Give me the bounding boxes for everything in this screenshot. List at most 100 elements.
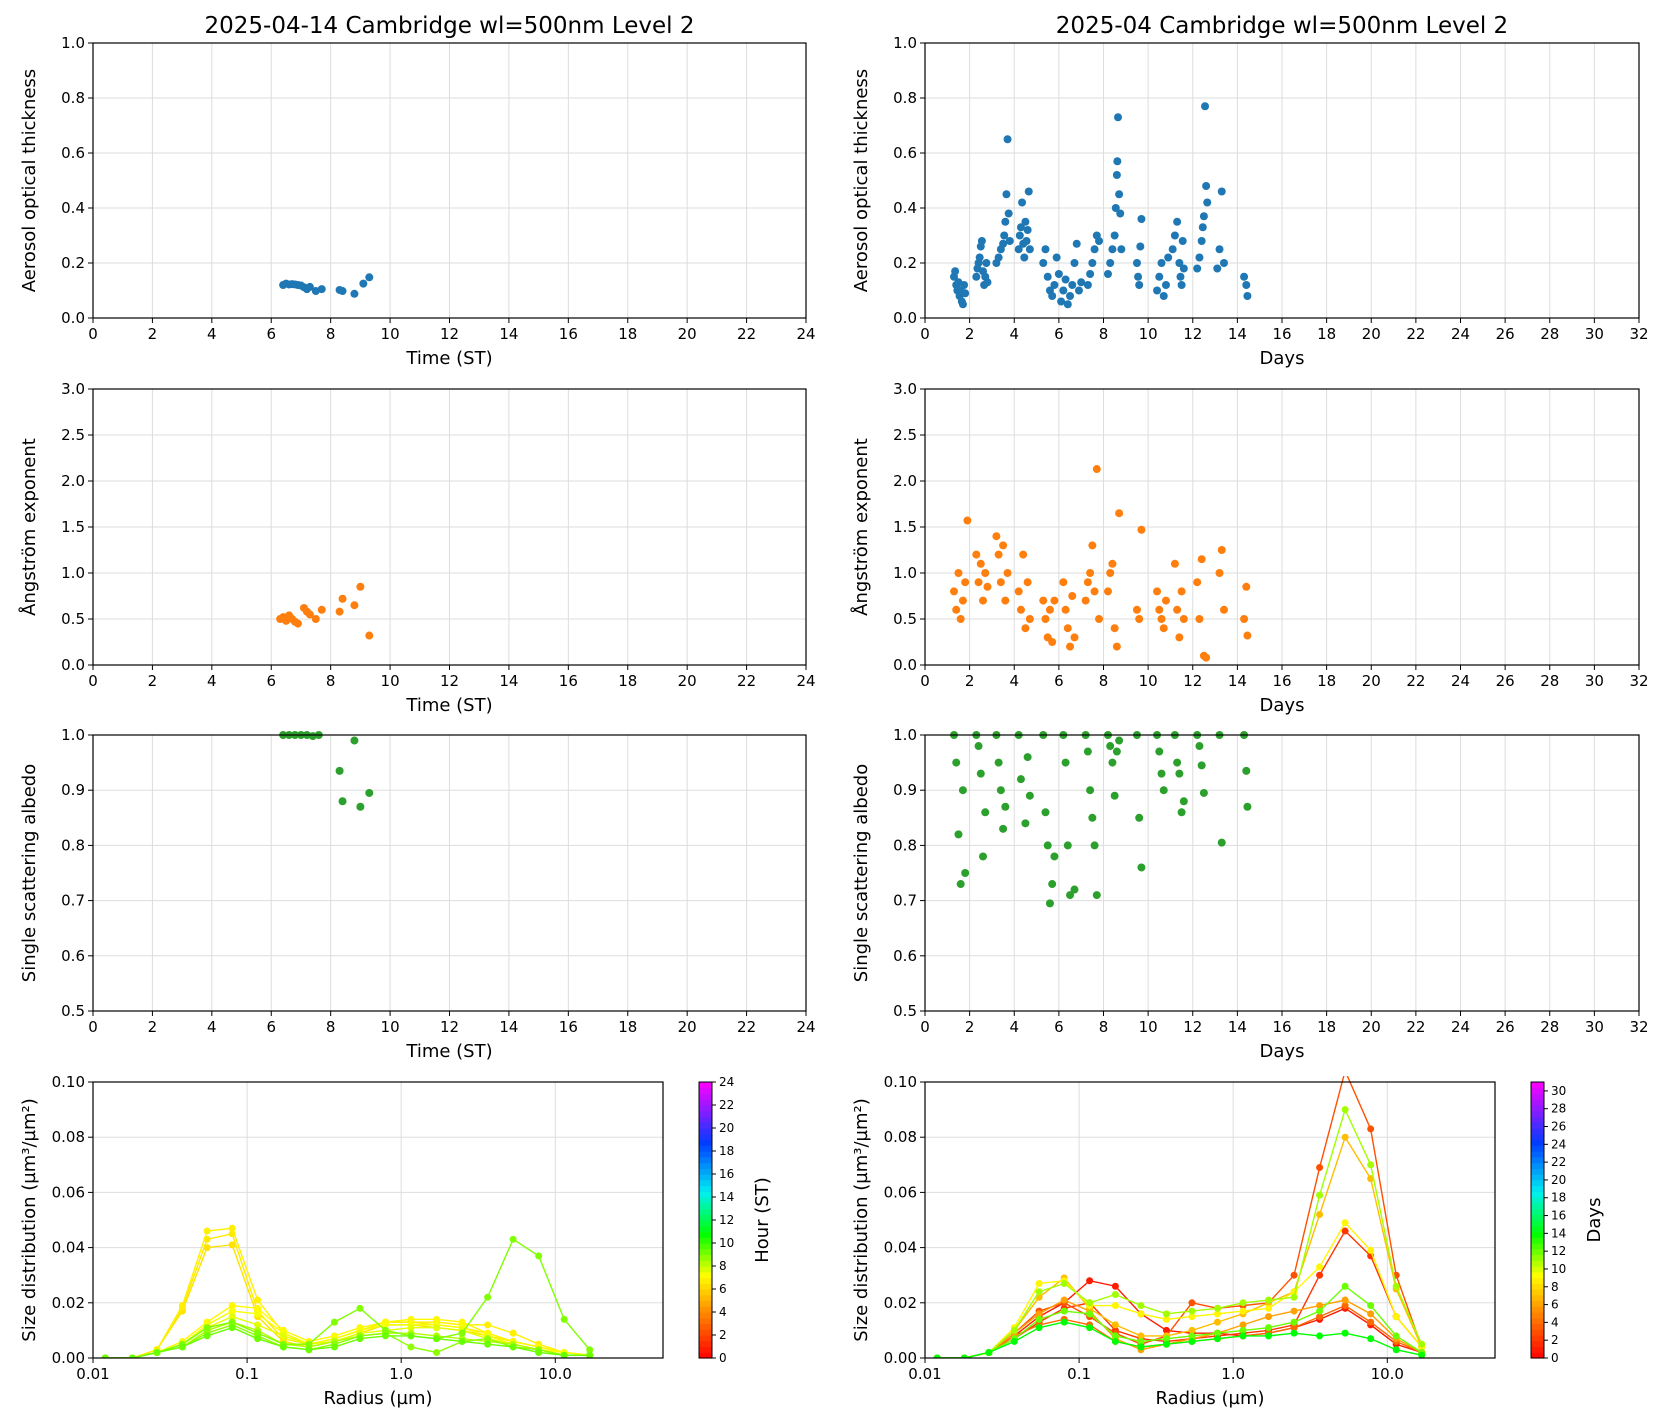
data-layer xyxy=(279,273,374,298)
series-point xyxy=(1111,1337,1119,1345)
series-line xyxy=(937,1076,1423,1358)
colorbar-segment xyxy=(1531,1271,1544,1279)
x-tick-label: 16 xyxy=(559,672,578,690)
x-tick-label: 8 xyxy=(1099,672,1109,690)
y-tick-label: 1.0 xyxy=(893,726,917,744)
data-point xyxy=(1061,758,1070,767)
y-tick-label: 0.02 xyxy=(884,1294,917,1312)
data-point xyxy=(1108,245,1117,254)
x-tick-label: 28 xyxy=(1540,672,1559,690)
data-point xyxy=(975,253,984,262)
x-tick-label: 20 xyxy=(1362,1018,1381,1036)
x-tick-label: 10 xyxy=(381,325,400,343)
series-point xyxy=(382,1326,390,1334)
colorbar-tick-label: 30 xyxy=(1551,1084,1566,1098)
colorbar-segment xyxy=(1531,1317,1544,1325)
series-point xyxy=(153,1348,161,1356)
series-point xyxy=(1111,1302,1119,1310)
colorbar-label: Hour (ST) xyxy=(752,1177,773,1263)
data-point xyxy=(977,237,986,245)
series-point xyxy=(433,1324,441,1332)
data-point xyxy=(1015,231,1024,240)
series-point xyxy=(1035,1288,1043,1296)
series-point xyxy=(1086,1299,1094,1307)
series-point xyxy=(484,1335,492,1343)
data-point xyxy=(961,289,970,298)
x-tick-label: 30 xyxy=(1585,1018,1604,1036)
data-layer xyxy=(101,1224,594,1358)
y-tick-label: 2.0 xyxy=(893,472,917,490)
colorbar-segment xyxy=(1531,1162,1544,1169)
colorbar-segment xyxy=(699,1185,712,1192)
colorbar-segment xyxy=(699,1105,712,1112)
data-point xyxy=(983,582,992,591)
series-point xyxy=(203,1332,211,1340)
colorbar-segment xyxy=(699,1300,712,1307)
x-tick-label: 28 xyxy=(1540,325,1559,343)
series-point xyxy=(1214,1329,1222,1337)
colorbar-tick-label: 18 xyxy=(1551,1191,1566,1205)
data-point xyxy=(1054,270,1063,278)
data-point xyxy=(1219,259,1228,267)
colorbar-segment xyxy=(699,1340,712,1348)
series-point xyxy=(382,1321,390,1329)
colorbar-segment xyxy=(1531,1087,1544,1095)
x-tick-label: 4 xyxy=(1009,672,1019,690)
data-point xyxy=(1175,769,1184,778)
x-tick-label: 22 xyxy=(737,672,756,690)
series-point xyxy=(1341,1219,1349,1227)
x-tick-label: 2 xyxy=(965,1018,975,1036)
data-point xyxy=(1092,465,1101,474)
colorbar-segment xyxy=(1531,1237,1544,1244)
colorbar-segment xyxy=(699,1329,712,1336)
data-point xyxy=(1161,281,1170,289)
data-point xyxy=(1106,259,1115,267)
y-tick-label: 0.8 xyxy=(893,89,917,107)
data-point xyxy=(1083,578,1092,587)
data-point xyxy=(1041,245,1050,254)
data-point xyxy=(1195,742,1204,751)
series-point xyxy=(1035,1315,1043,1323)
y-tick-label: 0.10 xyxy=(884,1073,917,1091)
data-point xyxy=(1215,245,1224,254)
x-tick-label: 10.0 xyxy=(1371,1365,1404,1383)
data-point xyxy=(350,601,359,610)
series-point xyxy=(560,1315,568,1323)
data-point xyxy=(994,550,1003,559)
colorbar-segment xyxy=(699,1093,712,1100)
series-point xyxy=(1290,1318,1298,1326)
data-point xyxy=(1083,747,1092,756)
data-point xyxy=(982,259,991,267)
y-tick-label: 0.08 xyxy=(884,1128,917,1146)
series-point xyxy=(330,1343,338,1351)
data-point xyxy=(1057,297,1066,306)
series-point xyxy=(1162,1310,1170,1318)
y-tick-label: 0.4 xyxy=(61,199,85,217)
data-point xyxy=(1108,758,1117,767)
colorbar-segment xyxy=(1531,1174,1544,1181)
data-point xyxy=(1177,587,1186,596)
x-tick-label: 6 xyxy=(266,1018,276,1036)
colorbar-tick-label: 24 xyxy=(1551,1137,1566,1151)
series-point xyxy=(407,1324,415,1332)
data-point xyxy=(1090,245,1099,254)
colorbar-tick-label: 10 xyxy=(719,1236,734,1250)
x-axis-label: Time (ST) xyxy=(405,1041,492,1062)
data-point xyxy=(350,736,359,745)
data-point xyxy=(1134,272,1143,281)
data-point xyxy=(1243,802,1252,811)
x-tick-label: 1.0 xyxy=(389,1365,413,1383)
x-tick-label: 4 xyxy=(207,325,217,343)
data-point xyxy=(1170,559,1179,568)
series-point xyxy=(1060,1318,1068,1326)
series-point xyxy=(1367,1175,1375,1183)
series-point xyxy=(254,1329,262,1337)
series-line xyxy=(105,1238,591,1358)
series-point xyxy=(228,1302,236,1310)
series-line xyxy=(937,1279,1422,1358)
data-point xyxy=(1110,791,1119,800)
colorbar-segment xyxy=(1531,1156,1544,1164)
x-tick-label: 20 xyxy=(678,672,697,690)
x-tick-label: 24 xyxy=(796,325,815,343)
